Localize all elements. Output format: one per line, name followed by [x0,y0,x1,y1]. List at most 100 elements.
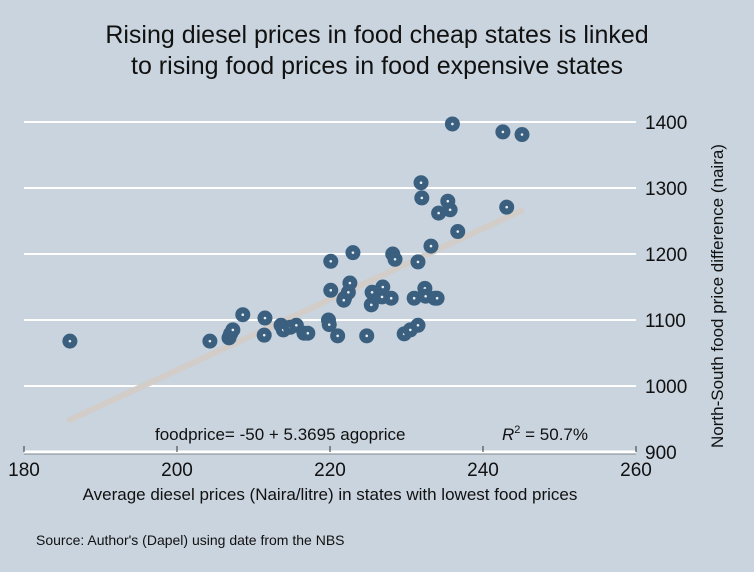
data-point [345,245,361,261]
x-tick-label: 260 [620,460,652,481]
y-tick-label: 1100 [645,311,686,332]
data-point [323,282,339,298]
data-point-center [370,290,374,294]
chart-title-line-2: to rising food prices in food expensive … [131,52,623,80]
source-note: Source: Author's (Dapel) using date from… [36,532,345,548]
data-point [359,328,375,344]
data-point [256,327,272,343]
data-point-center [342,298,346,302]
data-point [410,254,426,270]
r-squared-value: = 50.7% [520,425,588,444]
data-point-center [456,230,460,233]
data-point [442,202,458,218]
chart-title: Rising diesel prices in food cheap state… [0,20,754,82]
data-point-center [380,295,384,299]
data-point [321,317,337,333]
data-point-center [505,205,509,209]
x-tick-label: 180 [8,460,40,481]
data-point-center [347,290,350,294]
x-axis: 180 200 220 240 260 [8,446,652,481]
data-point [202,333,218,349]
x-axis-title: Average diesel prices (Naira/litre) in s… [83,485,578,504]
y-tick-label: 1300 [645,179,687,200]
data-point-center [329,289,333,292]
data-point [423,238,439,254]
fit-line-group [66,207,525,423]
data-point [235,307,251,323]
data-point [414,190,430,206]
data-point-center [370,303,373,307]
r-squared-label: R2 = 50.7% [502,424,588,444]
data-point [257,310,273,326]
data-point-center [393,257,397,261]
data-point-center [446,199,450,203]
data-point [375,279,391,295]
data-point [342,275,358,291]
data-point-center [420,196,424,200]
data-point-center [241,313,245,317]
r-squared-exponent: 2 [514,424,520,436]
data-point [450,224,466,240]
data-point-center [409,328,412,332]
data-point-center [520,133,524,136]
data-point-center [306,331,310,335]
x-tick-label: 220 [314,460,346,481]
y-axis-title: North-South food price difference (naira… [708,144,727,448]
data-point-center [329,259,333,263]
data-point-center [231,328,235,332]
data-point-center [419,181,423,185]
data-point-center [424,294,427,298]
data-point [514,127,530,143]
data-point-center [336,334,339,338]
fit-line [66,207,525,423]
data-point [413,175,429,191]
data-point [383,290,399,306]
data-point-center [295,323,298,327]
data-point-center [451,122,454,126]
y-tick-label: 1000 [645,377,687,398]
regression-equation: foodprice= -50 + 5.3695 agoprice [155,425,405,444]
data-point-center [435,296,439,300]
data-point [495,124,511,140]
y-tick-label: 1200 [645,245,687,266]
data-point-center [416,260,420,264]
data-point [336,292,352,308]
data-point [406,290,422,306]
data-point [444,116,460,132]
data-point-center [429,244,433,248]
data-point [323,253,339,269]
data-point-center [351,251,355,254]
data-point-center [208,339,212,343]
y-axis: 900 1000 1100 1200 1300 1400 [645,113,687,464]
data-point-center [437,211,440,215]
data-point-center [389,296,393,300]
data-point-center [263,316,267,320]
r-symbol: R [502,425,514,444]
data-point [62,333,78,349]
data-point-center [365,334,369,338]
x-tick-label: 240 [467,460,499,481]
data-point [429,290,445,306]
data-point-center [348,281,352,285]
data-point [499,199,515,215]
data-point [387,251,403,267]
data-points [62,116,530,349]
data-point-center [381,285,385,289]
data-point-center [448,208,452,212]
data-point-center [68,339,72,343]
data-point [431,205,447,221]
data-point [300,325,316,341]
data-point-center [501,130,505,134]
data-point-center [262,333,266,337]
data-point-center [412,296,416,300]
data-point [330,328,346,344]
y-tick-label: 900 [645,443,677,464]
chart-title-line-1: Rising diesel prices in food cheap state… [105,21,649,49]
y-tick-label: 1400 [645,113,687,134]
data-point [225,322,241,338]
data-point [410,317,426,333]
data-point-center [416,323,420,327]
data-point-center [327,323,331,326]
x-tick-label: 200 [161,460,193,481]
